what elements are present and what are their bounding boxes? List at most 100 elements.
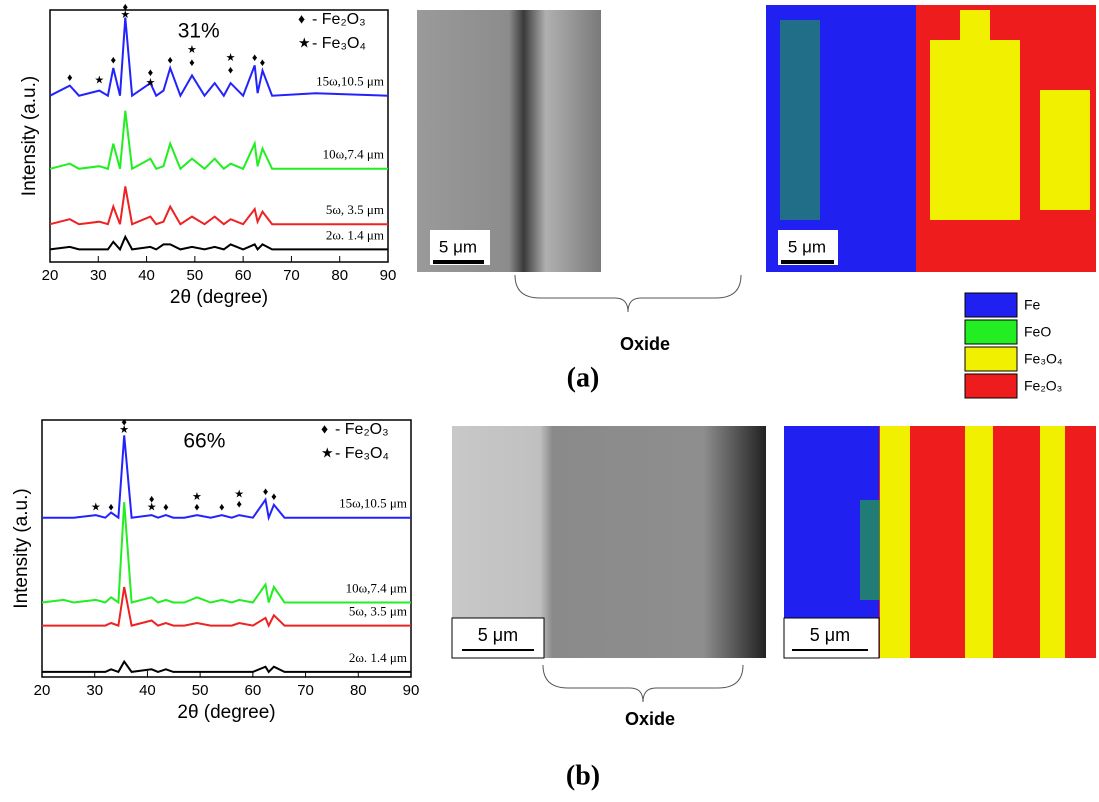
series-label: 5ω, 3.5 μm <box>326 202 384 217</box>
panel-label: (a) <box>567 362 600 393</box>
x-tick-label: 80 <box>350 682 367 699</box>
plot-frame <box>41 419 412 678</box>
scale-box <box>430 230 490 265</box>
x-tick-label: 40 <box>138 267 155 284</box>
ebsd-map <box>766 5 1096 272</box>
phase-symbol: ★ <box>321 445 334 461</box>
legend-swatch <box>964 292 1018 318</box>
peak-marker: ♦ <box>108 501 114 513</box>
legend-label: Fe₃O₄ <box>1024 351 1063 367</box>
peak-marker: ♦ <box>123 1 129 13</box>
scale-box <box>451 617 545 659</box>
sem-image <box>417 10 601 272</box>
legend-swatch <box>964 319 1018 345</box>
peak-marker: ♦ <box>110 54 116 66</box>
phase-label: - Fe₃O₄ <box>335 445 389 462</box>
x-tick-label: 30 <box>86 682 103 699</box>
x-tick-label: 60 <box>235 267 252 284</box>
series-label: 10ω,7.4 μm <box>346 580 407 595</box>
series-line <box>49 234 388 252</box>
series-line <box>49 186 388 226</box>
x-tick-label: 30 <box>90 267 107 284</box>
peak-marker: ♦ <box>163 501 169 513</box>
x-axis-label: 2θ (degree) <box>170 287 268 308</box>
series-label: 2ω. 1.4 μm <box>326 227 384 242</box>
peak-marker: ★ <box>120 9 130 21</box>
series-label: 2ω. 1.4 μm <box>349 650 407 665</box>
scale-label: 5 μm <box>478 625 518 645</box>
scale-label: 5 μm <box>788 237 826 256</box>
x-tick-label: 40 <box>139 682 156 699</box>
peak-marker: ★ <box>145 77 155 89</box>
series-label: 5ω, 3.5 μm <box>349 604 407 619</box>
peak-marker: ★ <box>94 74 104 86</box>
peak-marker: ♦ <box>219 501 225 513</box>
y-axis-label: Intensity (a.u.) <box>11 488 32 608</box>
phase-label: - Fe₂O₃ <box>335 421 389 438</box>
peak-marker: ♦ <box>263 486 269 498</box>
series-line <box>49 17 389 99</box>
x-tick-label: 60 <box>245 682 262 699</box>
scale-box <box>783 617 880 659</box>
series-line <box>41 502 411 605</box>
region-label: Oxide <box>620 334 670 354</box>
peak-marker: ♦ <box>121 416 127 428</box>
ebsd-map <box>784 426 1096 658</box>
peak-marker: ♦ <box>149 494 155 506</box>
peak-marker: ♦ <box>167 54 173 66</box>
peak-marker: ♦ <box>228 64 234 76</box>
peak-marker: ★ <box>187 44 197 56</box>
x-tick-label: 70 <box>283 267 300 284</box>
x-tick-label: 90 <box>380 267 397 284</box>
x-tick-label: 80 <box>331 267 348 284</box>
legend-label: FeO <box>1024 324 1051 340</box>
peak-marker: ♦ <box>189 57 195 69</box>
series-label: 10ω,7.4 μm <box>323 147 384 162</box>
peak-marker: ★ <box>147 501 157 513</box>
bracket <box>542 664 744 703</box>
x-tick-label: 20 <box>34 682 51 699</box>
annotation: 66% <box>183 430 225 453</box>
x-tick-label: 20 <box>42 267 59 284</box>
phase-label: - Fe₃O₄ <box>312 35 366 52</box>
x-tick-label: 50 <box>187 267 204 284</box>
series-label: 15ω,10.5 μm <box>316 74 384 89</box>
phase-symbol: ♦ <box>298 11 305 27</box>
scale-label: 5 μm <box>439 237 477 256</box>
series-line <box>49 110 388 171</box>
peak-marker: ♦ <box>236 499 242 511</box>
x-tick-label: 70 <box>297 682 314 699</box>
region-label: Oxide <box>625 709 675 729</box>
peak-marker: ★ <box>192 491 202 503</box>
phase-symbol: ★ <box>298 35 311 51</box>
x-axis-label: 2θ (degree) <box>177 702 275 723</box>
legend-swatch <box>964 346 1018 372</box>
legend-swatch <box>964 373 1018 399</box>
peak-marker: ★ <box>119 424 129 436</box>
plot-frame <box>49 9 389 263</box>
series-line <box>42 586 411 628</box>
peak-marker: ★ <box>226 52 236 64</box>
peak-marker: ★ <box>234 488 244 500</box>
x-tick-label: 90 <box>403 682 420 699</box>
legend-label: Fe <box>1024 297 1041 313</box>
peak-marker: ★ <box>91 501 101 513</box>
series-line <box>42 659 411 674</box>
peak-marker: ♦ <box>252 52 258 64</box>
bracket <box>514 274 742 313</box>
panel-label: (b) <box>566 760 600 791</box>
peak-marker: ♦ <box>67 72 73 84</box>
y-axis-label: Intensity (a.u.) <box>19 76 40 196</box>
legend-label: Fe₂O₃ <box>1024 378 1062 394</box>
peak-marker: ♦ <box>194 501 200 513</box>
scale-label: 5 μm <box>810 625 850 645</box>
peak-marker: ♦ <box>260 57 266 69</box>
annotation: 31% <box>178 20 220 43</box>
peak-marker: ♦ <box>148 67 154 79</box>
peak-marker: ♦ <box>271 491 277 503</box>
series-line <box>42 435 411 522</box>
phase-symbol: ♦ <box>321 421 328 437</box>
x-tick-label: 50 <box>192 682 209 699</box>
phase-label: - Fe₂O₃ <box>312 11 366 28</box>
